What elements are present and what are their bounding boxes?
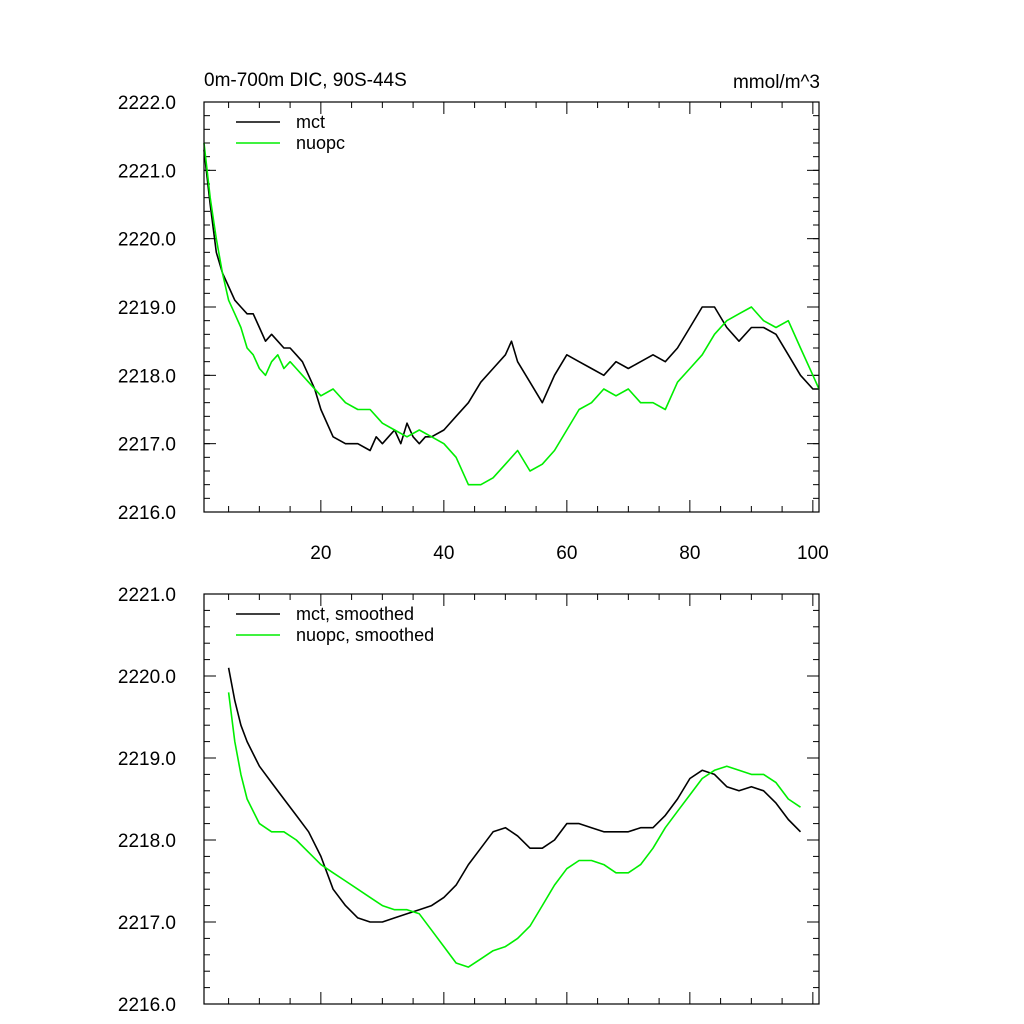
x-tick-label: 80 — [679, 543, 700, 564]
top-panel: 0m-700m DIC, 90S-44S mmol/m^3 2216.0 2217… — [118, 70, 829, 564]
y-tick-label: 2220.0 — [118, 230, 176, 251]
legend-label: nuopc — [296, 133, 345, 153]
bottom-y-tick-labels: 2216.0 2217.0 2218.0 2219.0 2220.0 2221.0 — [118, 585, 176, 1016]
x-tick-label: 60 — [556, 543, 577, 564]
legend-label: nuopc, smoothed — [296, 625, 434, 645]
y-tick-label: 2219.0 — [118, 298, 176, 319]
legend-label: mct, smoothed — [296, 604, 414, 624]
x-tick-label: 20 — [310, 543, 331, 564]
series-line-nuopc — [203, 142, 820, 486]
y-tick-label: 2217.0 — [118, 913, 176, 934]
y-tick-label: 2218.0 — [118, 831, 176, 852]
bottom-panel: 2216.0 2217.0 2218.0 2219.0 2220.0 2221.0 mct… — [118, 585, 820, 1016]
units-label: mmol/m^3 — [733, 72, 820, 93]
chart-title: 0m-700m DIC, 90S-44S — [204, 70, 407, 91]
top-series-lines — [203, 142, 820, 486]
x-tick-label: 40 — [433, 543, 454, 564]
bottom-series-lines — [227, 667, 802, 968]
top-plot-frame — [203, 101, 820, 513]
y-tick-label: 2217.0 — [118, 435, 176, 456]
y-tick-label: 2216.0 — [118, 503, 176, 524]
y-tick-label: 2221.0 — [118, 585, 176, 606]
top-y-tick-labels: 2216.0 2217.0 2218.0 2219.0 2220.0 2221.0 2222… — [118, 93, 176, 524]
top-ticks — [204, 101, 819, 513]
y-tick-label: 2220.0 — [118, 667, 176, 688]
series-line-mct — [203, 149, 819, 452]
series-line-mct-smoothed — [227, 667, 802, 923]
y-tick-label: 2221.0 — [118, 161, 176, 182]
y-tick-label: 2218.0 — [118, 366, 176, 387]
y-tick-label: 2219.0 — [118, 749, 176, 770]
y-tick-label: 2222.0 — [118, 93, 176, 114]
bottom-plot-frame — [203, 593, 820, 1005]
x-tick-label: 100 — [797, 543, 829, 564]
top-x-tick-labels: 20 40 60 80 100 — [310, 543, 828, 564]
series-line-nuopc-smoothed — [227, 692, 801, 968]
legend-label: mct — [296, 112, 325, 132]
y-tick-label: 2216.0 — [118, 995, 176, 1016]
